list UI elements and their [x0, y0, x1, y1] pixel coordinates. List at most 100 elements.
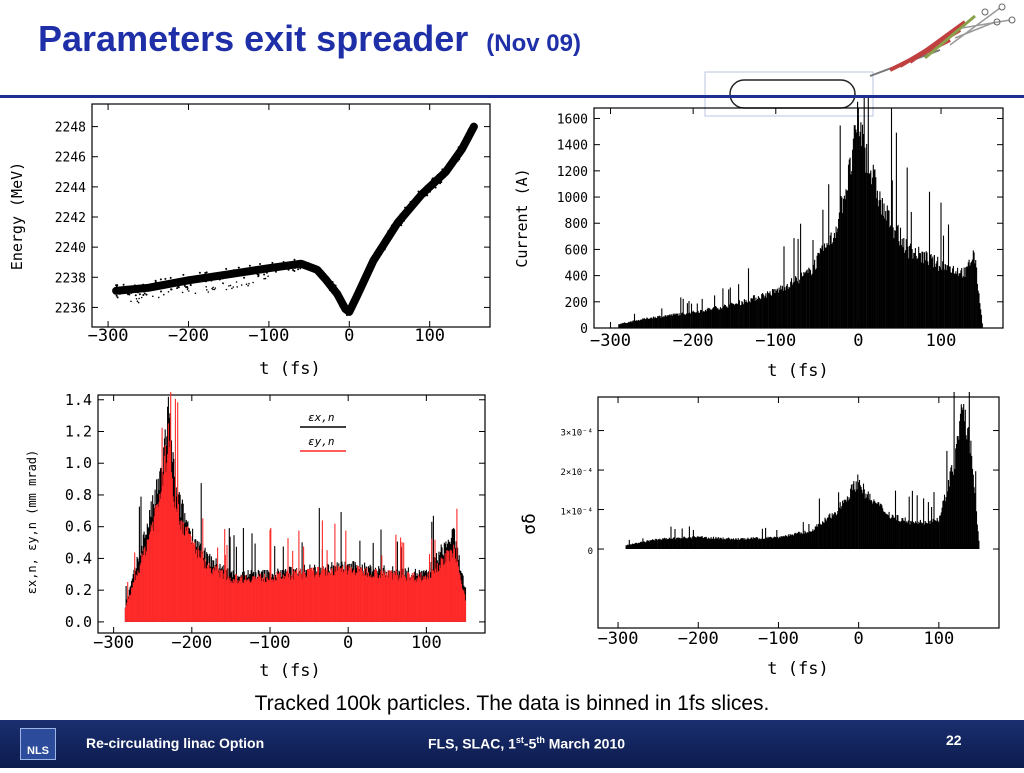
y-tick-label: 0.6 [65, 518, 92, 536]
particle-point [346, 310, 349, 313]
particle-point [339, 305, 342, 308]
particle-point [233, 273, 236, 276]
particle-point [142, 290, 145, 293]
particle-point [428, 184, 431, 187]
particle-point [457, 146, 460, 149]
particle-point [383, 248, 386, 251]
particle-point [293, 258, 296, 261]
particle-point [362, 284, 365, 286]
particle-point [274, 270, 277, 273]
particle-point [454, 155, 457, 157]
particle-point [186, 277, 189, 280]
particle-point [369, 264, 372, 267]
particle-point [176, 287, 179, 290]
particle-point [203, 273, 206, 276]
y-tick-label: 0 [588, 547, 593, 557]
particle-point [207, 291, 210, 293]
particle-point [293, 267, 296, 269]
footer-center-sup2: th [536, 735, 545, 745]
particle-point [170, 288, 173, 291]
particle-point [346, 314, 348, 317]
particle-point [414, 202, 417, 205]
particle-point [306, 266, 309, 268]
particle-point [267, 275, 269, 277]
particle-point [342, 303, 345, 306]
particle-point [165, 285, 168, 288]
particle-point [390, 224, 393, 227]
particle-point [295, 260, 298, 263]
particle-point [345, 307, 348, 310]
y-tick-label: 200 [565, 296, 588, 311]
y-tick-label: 2×10⁻⁴ [560, 468, 593, 478]
particle-point [212, 288, 214, 291]
particle-point [278, 264, 281, 267]
particle-point [351, 302, 354, 305]
y-tick-label: 2248 [55, 121, 86, 136]
particle-point [320, 271, 323, 274]
particle-point [142, 288, 145, 291]
particle-point [159, 284, 162, 287]
y-tick-label: 0.2 [65, 581, 92, 599]
particle-point [456, 160, 459, 162]
particle-point [374, 251, 377, 254]
particle-point [387, 239, 390, 242]
particle-point [307, 262, 310, 265]
particle-point [138, 293, 141, 296]
particle-point [169, 285, 172, 288]
particle-point [159, 278, 162, 281]
particle-point [467, 128, 470, 131]
particle-point [325, 275, 328, 278]
particle-point [424, 194, 427, 197]
y-tick-label: 0 [580, 322, 588, 337]
particle-point [186, 288, 189, 291]
particle-point [210, 279, 213, 282]
particle-point [199, 278, 202, 281]
particle-point [341, 297, 344, 300]
particle-point [219, 278, 222, 281]
particle-point [374, 257, 377, 260]
particle-point [236, 269, 239, 272]
particle-point [459, 146, 462, 149]
particle-point [257, 273, 260, 276]
plot-frame [597, 396, 1000, 629]
particle-point [335, 296, 338, 298]
particle-point [187, 287, 189, 289]
particle-point [297, 268, 300, 271]
particle-point [177, 286, 180, 289]
particle-point [140, 296, 143, 299]
particle-point [157, 285, 160, 288]
particle-point [356, 290, 359, 293]
particle-point [163, 293, 165, 296]
particle-point [439, 182, 442, 185]
title-main: Parameters exit spreader [38, 18, 469, 59]
particle-point [436, 174, 439, 176]
particle-point [470, 134, 473, 137]
particle-point [212, 286, 214, 289]
particle-point [387, 234, 390, 237]
particle-point [167, 291, 170, 293]
particle-point [235, 281, 238, 283]
x-tick-label: −200 [168, 326, 209, 346]
y-tick-label: 600 [565, 243, 588, 258]
particle-point [293, 270, 296, 272]
x-tick-label: −100 [250, 633, 291, 653]
particle-point [188, 290, 190, 292]
particle-point [334, 284, 337, 287]
x-axis-label: t (fs) [259, 661, 320, 681]
particle-point [225, 267, 228, 270]
particle-point [432, 181, 435, 184]
particle-point [386, 240, 388, 243]
particle-point [341, 307, 344, 310]
y-tick-label: 1×10⁻⁴ [560, 508, 593, 518]
particle-point [248, 264, 251, 267]
particle-point [393, 223, 396, 226]
particle-point [334, 290, 337, 293]
current-histogram-chart: −300 −200 −100 0 100020040060080010001200140… [513, 98, 1004, 381]
particle-point [118, 292, 121, 295]
particle-point [375, 249, 378, 252]
slide-footer: NLS Re-circulating linac Option FLS, SLA… [0, 720, 1024, 768]
x-axis-label: t (fs) [259, 359, 320, 379]
particle-point [213, 288, 216, 291]
particle-point [456, 153, 459, 156]
particle-point [245, 271, 248, 274]
